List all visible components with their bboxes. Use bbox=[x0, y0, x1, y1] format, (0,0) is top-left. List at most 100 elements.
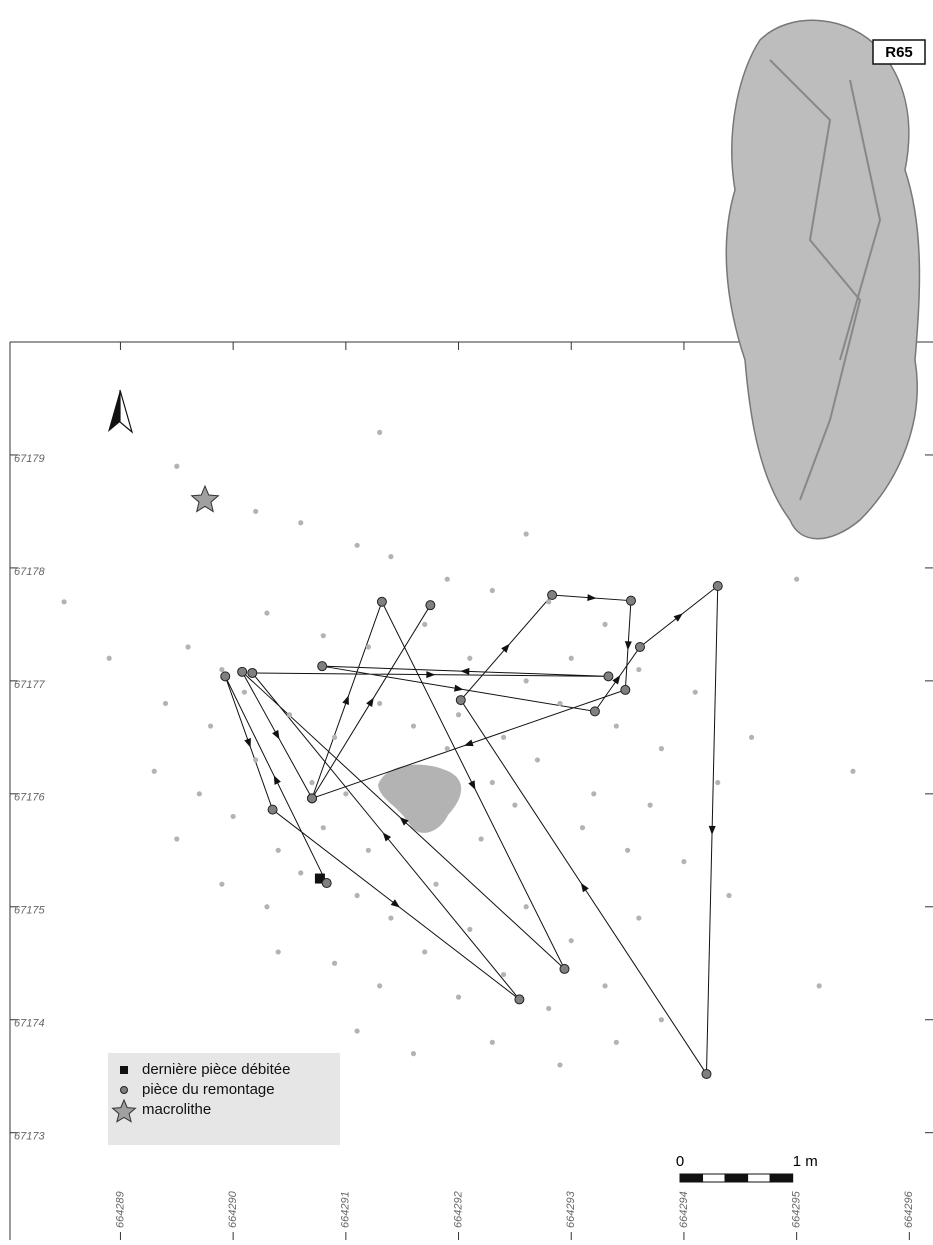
point bbox=[613, 723, 619, 729]
refit-piece bbox=[425, 600, 436, 611]
point bbox=[512, 802, 518, 808]
point bbox=[309, 779, 315, 786]
point bbox=[174, 836, 180, 842]
legend-box bbox=[108, 1053, 340, 1145]
point bbox=[568, 655, 574, 661]
arrow-head bbox=[272, 729, 280, 740]
point bbox=[320, 825, 326, 831]
point bbox=[219, 881, 225, 887]
arrow-head bbox=[390, 899, 400, 908]
scale-segment bbox=[679, 1173, 704, 1183]
point bbox=[331, 960, 338, 966]
point bbox=[467, 655, 473, 661]
arrow-head bbox=[244, 738, 251, 748]
point bbox=[286, 712, 293, 718]
refit-piece bbox=[321, 878, 332, 889]
point bbox=[546, 1005, 552, 1012]
refit-piece bbox=[589, 706, 600, 717]
point bbox=[320, 633, 326, 639]
point bbox=[850, 768, 856, 774]
x-tick-label: 664289 bbox=[114, 1191, 126, 1228]
y-tick-label: 67176 bbox=[14, 792, 45, 804]
point bbox=[253, 757, 259, 763]
refit-piece bbox=[267, 804, 278, 815]
arrow-head bbox=[501, 643, 510, 653]
y-tick-label: 67179 bbox=[14, 453, 45, 465]
point bbox=[523, 904, 529, 910]
legend-label: dernière pièce débitée bbox=[142, 1061, 290, 1078]
refit-piece bbox=[317, 661, 328, 672]
x-tick-label: 664294 bbox=[678, 1191, 690, 1228]
arrow-head bbox=[342, 695, 349, 706]
point bbox=[422, 621, 428, 627]
point bbox=[241, 689, 248, 695]
point bbox=[748, 734, 755, 740]
point bbox=[658, 746, 664, 752]
point bbox=[298, 520, 304, 526]
arrow-head bbox=[463, 739, 474, 747]
y-tick-label: 67178 bbox=[14, 566, 45, 578]
point bbox=[61, 599, 67, 605]
point bbox=[647, 802, 653, 808]
scale-segment bbox=[769, 1173, 794, 1183]
point bbox=[444, 576, 450, 582]
point bbox=[253, 508, 259, 515]
photo-label-box bbox=[872, 39, 926, 65]
last-piece bbox=[314, 873, 325, 884]
point bbox=[410, 723, 417, 729]
refit-piece bbox=[712, 580, 723, 591]
point bbox=[365, 644, 371, 650]
arrow-head bbox=[673, 613, 683, 622]
point bbox=[331, 734, 338, 740]
point bbox=[579, 825, 586, 831]
point bbox=[422, 949, 428, 955]
point bbox=[546, 599, 552, 605]
arrow-head bbox=[708, 825, 716, 835]
north-arrow-left bbox=[108, 390, 120, 432]
point bbox=[275, 847, 281, 853]
point bbox=[151, 768, 157, 774]
refit-piece bbox=[634, 641, 645, 652]
point bbox=[624, 847, 631, 853]
point bbox=[816, 983, 822, 989]
refit-piece bbox=[307, 793, 318, 804]
refit-piece bbox=[455, 695, 466, 706]
scale-segment bbox=[724, 1173, 749, 1183]
point bbox=[489, 587, 495, 594]
arrow-head bbox=[587, 594, 597, 602]
photo-detail bbox=[769, 59, 882, 501]
arrow-head bbox=[580, 882, 589, 893]
point bbox=[174, 463, 180, 469]
arrow-head bbox=[273, 775, 281, 785]
point bbox=[613, 1039, 619, 1045]
point bbox=[388, 915, 394, 921]
point bbox=[794, 576, 800, 582]
point bbox=[658, 1017, 664, 1023]
photo-shape bbox=[725, 19, 921, 540]
point bbox=[636, 666, 642, 673]
point bbox=[501, 971, 507, 978]
point bbox=[523, 678, 529, 684]
refit-piece bbox=[559, 963, 570, 974]
point bbox=[185, 644, 191, 650]
point bbox=[354, 1028, 360, 1034]
point bbox=[264, 610, 270, 616]
point bbox=[399, 768, 405, 774]
point bbox=[377, 700, 383, 707]
point bbox=[230, 813, 236, 820]
legend-swatch bbox=[111, 1098, 137, 1123]
point bbox=[219, 666, 225, 673]
north-arrow bbox=[108, 389, 134, 434]
arrow-head bbox=[612, 675, 621, 685]
scale-segment bbox=[747, 1173, 771, 1183]
arrow-head bbox=[460, 667, 470, 675]
point bbox=[489, 1039, 495, 1045]
point bbox=[298, 870, 304, 876]
point bbox=[433, 881, 439, 887]
north-arrow-right bbox=[119, 389, 134, 434]
point bbox=[354, 892, 360, 899]
point bbox=[208, 723, 214, 729]
data-layer bbox=[61, 429, 856, 1124]
point bbox=[478, 836, 484, 842]
